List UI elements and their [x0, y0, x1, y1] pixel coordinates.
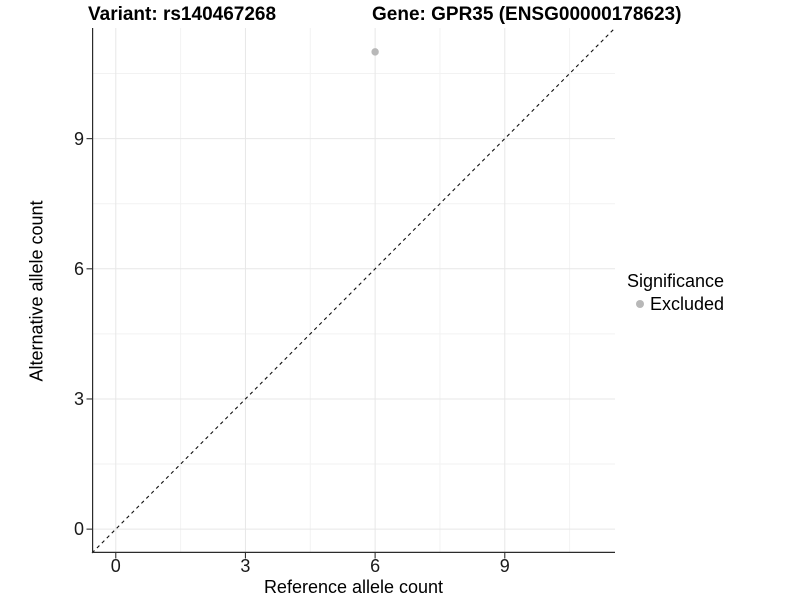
legend-title: Significance [627, 271, 725, 291]
x-tick-label: 3 [240, 556, 251, 576]
y-tick-label: 3 [73, 388, 84, 409]
data-point [371, 48, 379, 56]
y-axis-title: Alternative allele count [26, 200, 47, 382]
legend: Significance Excluded [627, 271, 724, 315]
legend-point-icon [636, 300, 644, 308]
plot-title-variant: Variant: rs140467268 [88, 4, 277, 25]
plot-title-gene: Gene: GPR35 (ENSG00000178623) [372, 4, 682, 25]
legend-item-label: Excluded [650, 294, 725, 314]
x-tick-label: 9 [499, 556, 510, 576]
y-tick-label: 6 [73, 258, 84, 279]
x-tick-label: 6 [370, 556, 381, 576]
y-tick-label: 0 [73, 519, 84, 540]
y-tick-label: 9 [73, 128, 84, 149]
legend-item-excluded: Excluded [627, 294, 724, 315]
x-axis-title: Reference allele count [263, 577, 444, 597]
identity-line [91, 27, 616, 554]
x-tick-label: 0 [110, 556, 121, 576]
plot-canvas [86, 27, 616, 559]
plot-panel [86, 27, 616, 559]
